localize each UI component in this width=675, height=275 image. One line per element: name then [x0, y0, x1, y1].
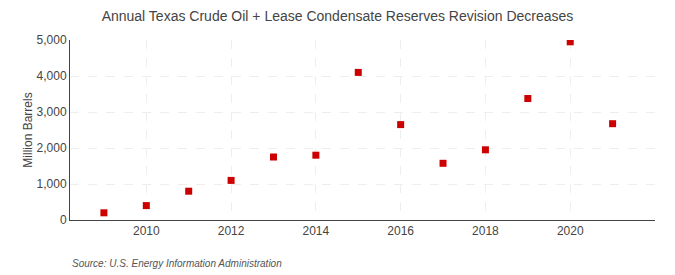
svg-text:2014: 2014	[303, 224, 330, 238]
svg-text:Million Barrels: Million Barrels	[21, 92, 35, 167]
svg-text:2,000: 2,000	[37, 141, 67, 155]
svg-text:1,000: 1,000	[37, 177, 67, 191]
svg-text:2016: 2016	[387, 224, 414, 238]
svg-text:2018: 2018	[472, 224, 499, 238]
svg-text:Annual Texas Crude Oil + Lease: Annual Texas Crude Oil + Lease Condensat…	[102, 8, 574, 24]
svg-text:2020: 2020	[557, 224, 584, 238]
svg-text:Source: U.S. Energy Informatio: Source: U.S. Energy Information Administ…	[72, 258, 282, 269]
svg-text:3,000: 3,000	[37, 105, 67, 119]
svg-text:0: 0	[60, 213, 67, 227]
svg-text:4,000: 4,000	[37, 69, 67, 83]
svg-text:2012: 2012	[218, 224, 245, 238]
svg-text:2010: 2010	[133, 224, 160, 238]
svg-text:5,000: 5,000	[37, 33, 67, 47]
